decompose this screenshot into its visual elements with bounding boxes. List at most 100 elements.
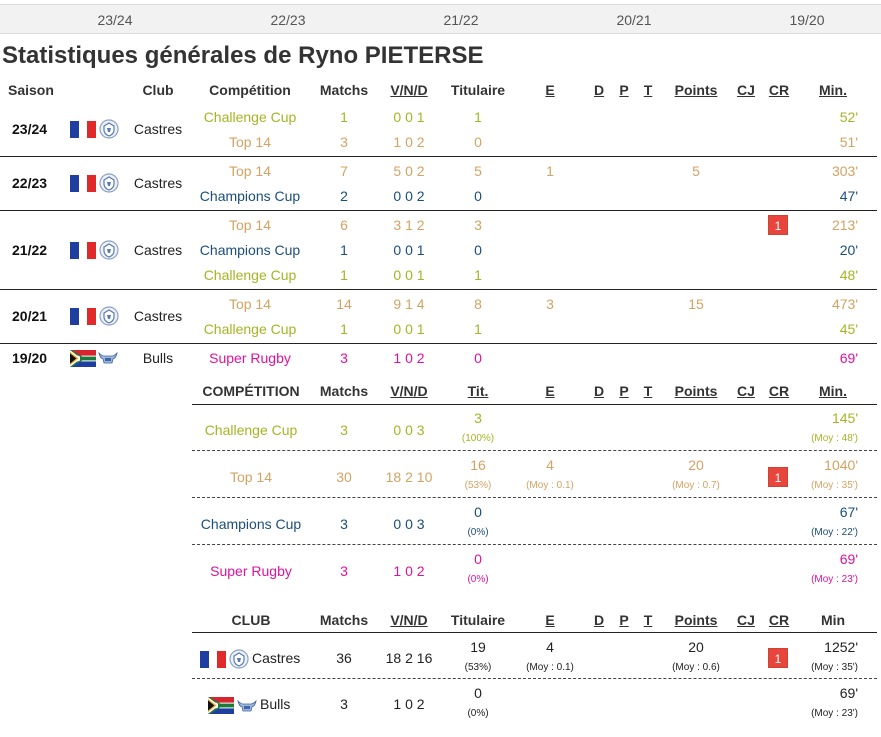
season-label: 23/24: [12, 121, 48, 137]
competition-link[interactable]: Super Rugby: [209, 350, 291, 366]
page-title: Statistiques générales de Ryno PIETERSE: [2, 42, 484, 69]
points-value: 15: [688, 296, 704, 312]
header-p[interactable]: P: [619, 82, 629, 98]
vnd-value: 0 0 1: [393, 109, 425, 125]
comp-header-cj[interactable]: CJ: [737, 383, 755, 399]
competition-link[interactable]: Challenge Cup: [203, 321, 297, 337]
header-min[interactable]: Min.: [819, 82, 847, 98]
competition-link[interactable]: Champions Cup: [200, 516, 302, 532]
castres-logo-icon: [99, 119, 119, 139]
south-africa-flag-icon: [70, 349, 96, 367]
header-points[interactable]: Points: [674, 82, 718, 98]
club-header-vnd[interactable]: V/N/D: [390, 612, 428, 628]
comp-header-matchs: Matchs: [319, 383, 369, 399]
titulaire-value: 0: [474, 134, 482, 150]
minutes-average: (Moy : 35'): [811, 662, 858, 673]
header-titulaire: Titulaire: [450, 82, 506, 98]
points-value: 20: [688, 457, 704, 473]
bulls-logo-icon: [237, 699, 257, 713]
club-link[interactable]: Castres: [133, 241, 183, 258]
vnd-value: 18 2 16: [385, 650, 433, 666]
header-cr[interactable]: CR: [768, 82, 790, 98]
club-link[interactable]: Castres: [133, 175, 183, 191]
competition-link[interactable]: Champions Cup: [199, 242, 301, 258]
club-header-e[interactable]: E: [545, 612, 555, 628]
titulaire-value: 0: [474, 685, 482, 701]
club-link[interactable]: Bulls: [260, 696, 291, 712]
club-link[interactable]: Bulls: [142, 349, 174, 366]
vnd-value: 18 2 10: [385, 469, 433, 485]
tab-season-2122[interactable]: 21/22: [443, 12, 479, 28]
comp-header-t[interactable]: T: [643, 383, 653, 399]
competition-link[interactable]: Top 14: [228, 296, 272, 312]
tab-season-2324[interactable]: 23/24: [97, 12, 133, 28]
france-flag-icon: [70, 308, 96, 325]
header-e[interactable]: E: [545, 82, 555, 98]
vnd-value: 3 1 2: [393, 217, 425, 233]
competition-link[interactable]: Challenge Cup: [204, 422, 298, 438]
titulaire-value: 0: [474, 242, 482, 258]
row-divider: [192, 678, 877, 679]
club-header-cr[interactable]: CR: [768, 612, 790, 628]
header-competition: Compétition: [209, 82, 291, 98]
comp-header-divider: [192, 404, 877, 405]
titulaire-percent: (0%): [467, 708, 489, 719]
comp-header-tit[interactable]: Tit.: [467, 383, 489, 399]
comp-header-d[interactable]: D: [593, 383, 605, 399]
tab-season-1920[interactable]: 19/20: [789, 12, 825, 28]
titulaire-percent: (53%): [464, 480, 492, 491]
titulaire-value: 1: [474, 267, 482, 283]
points-average: (Moy : 0.6): [672, 662, 720, 673]
matchs-value: 30: [336, 469, 352, 485]
matchs-value: 3: [340, 134, 348, 150]
competition-link[interactable]: Top 14: [229, 469, 273, 485]
matchs-value: 14: [336, 296, 352, 312]
club-header-points[interactable]: Points: [674, 612, 718, 628]
red-card-badge: 1: [768, 215, 788, 235]
matchs-value: 1: [340, 321, 348, 337]
matchs-value: 7: [340, 163, 348, 179]
minutes-average: (Moy : 22'): [811, 527, 858, 538]
competition-link[interactable]: Challenge Cup: [203, 267, 297, 283]
club-header-d[interactable]: D: [593, 612, 605, 628]
comp-header-e[interactable]: E: [545, 383, 555, 399]
comp-header-points[interactable]: Points: [674, 383, 718, 399]
header-t[interactable]: T: [643, 82, 653, 98]
essais-value: 1: [546, 163, 554, 179]
header-d[interactable]: D: [593, 82, 605, 98]
competition-link[interactable]: Challenge Cup: [203, 109, 297, 125]
titulaire-value: 5: [474, 163, 482, 179]
header-cj[interactable]: CJ: [737, 82, 755, 98]
competition-link[interactable]: Top 14: [228, 217, 272, 233]
titulaire-percent: (0%): [467, 574, 489, 585]
vnd-value: 1 0 2: [393, 350, 425, 366]
matchs-value: 1: [340, 267, 348, 283]
minutes-value: 45': [839, 321, 858, 337]
minutes-value: 51': [839, 134, 858, 150]
tab-season-2223[interactable]: 22/23: [270, 12, 306, 28]
club-link[interactable]: Castres: [133, 121, 183, 137]
club-header-t[interactable]: T: [643, 612, 653, 628]
club-link[interactable]: Castres: [252, 650, 301, 666]
vnd-value: 0 0 1: [393, 321, 425, 337]
season-tabs: 23/24 22/23 21/22 20/21 19/20: [0, 4, 881, 34]
comp-header-vnd[interactable]: V/N/D: [390, 383, 428, 399]
france-flag-icon: [70, 241, 96, 259]
minutes-value: 213': [831, 217, 858, 233]
tab-season-2021[interactable]: 20/21: [616, 12, 652, 28]
season-divider: [0, 156, 877, 157]
competition-link[interactable]: Super Rugby: [210, 563, 292, 579]
competition-link[interactable]: Top 14: [228, 134, 272, 150]
club-header-p[interactable]: P: [619, 612, 629, 628]
titulaire-value: 0: [474, 188, 482, 204]
header-vnd[interactable]: V/N/D: [390, 82, 428, 98]
comp-header-min[interactable]: Min.: [819, 383, 847, 399]
comp-header-cr[interactable]: CR: [768, 383, 790, 399]
comp-header-p[interactable]: P: [619, 383, 629, 399]
vnd-value: 5 0 2: [393, 163, 425, 179]
club-link[interactable]: Castres: [133, 308, 183, 324]
competition-link[interactable]: Champions Cup: [199, 188, 301, 204]
club-header-cj[interactable]: CJ: [737, 612, 755, 628]
france-flag-icon: [70, 175, 96, 192]
competition-link[interactable]: Top 14: [228, 163, 272, 179]
